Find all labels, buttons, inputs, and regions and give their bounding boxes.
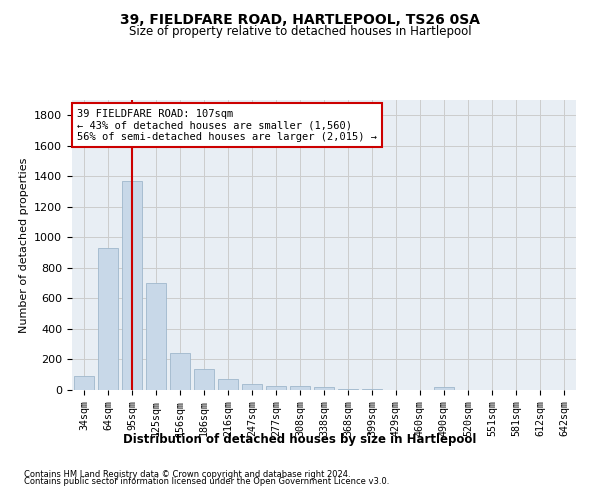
Bar (98, 248, 118, 390)
Bar (170, 352, 190, 390)
Bar (122, 181, 142, 390)
Bar (146, 283, 166, 390)
Bar (338, 389, 358, 390)
Y-axis label: Number of detached properties: Number of detached properties (19, 158, 29, 332)
Text: Contains public sector information licensed under the Open Government Licence v3: Contains public sector information licen… (24, 478, 389, 486)
Text: 39, FIELDFARE ROAD, HARTLEPOOL, TS26 0SA: 39, FIELDFARE ROAD, HARTLEPOOL, TS26 0SA (120, 12, 480, 26)
Text: 39 FIELDFARE ROAD: 107sqm
← 43% of detached houses are smaller (1,560)
56% of se: 39 FIELDFARE ROAD: 107sqm ← 43% of detac… (77, 108, 377, 142)
Bar (434, 387, 454, 390)
Bar (266, 386, 286, 390)
Bar (74, 376, 94, 390)
Text: Distribution of detached houses by size in Hartlepool: Distribution of detached houses by size … (124, 432, 476, 446)
Bar (362, 389, 382, 390)
Bar (242, 384, 262, 390)
Bar (194, 368, 214, 390)
Text: Contains HM Land Registry data © Crown copyright and database right 2024.: Contains HM Land Registry data © Crown c… (24, 470, 350, 479)
Text: Size of property relative to detached houses in Hartlepool: Size of property relative to detached ho… (128, 25, 472, 38)
Bar (290, 386, 310, 390)
Bar (218, 378, 238, 390)
Bar (314, 387, 334, 390)
